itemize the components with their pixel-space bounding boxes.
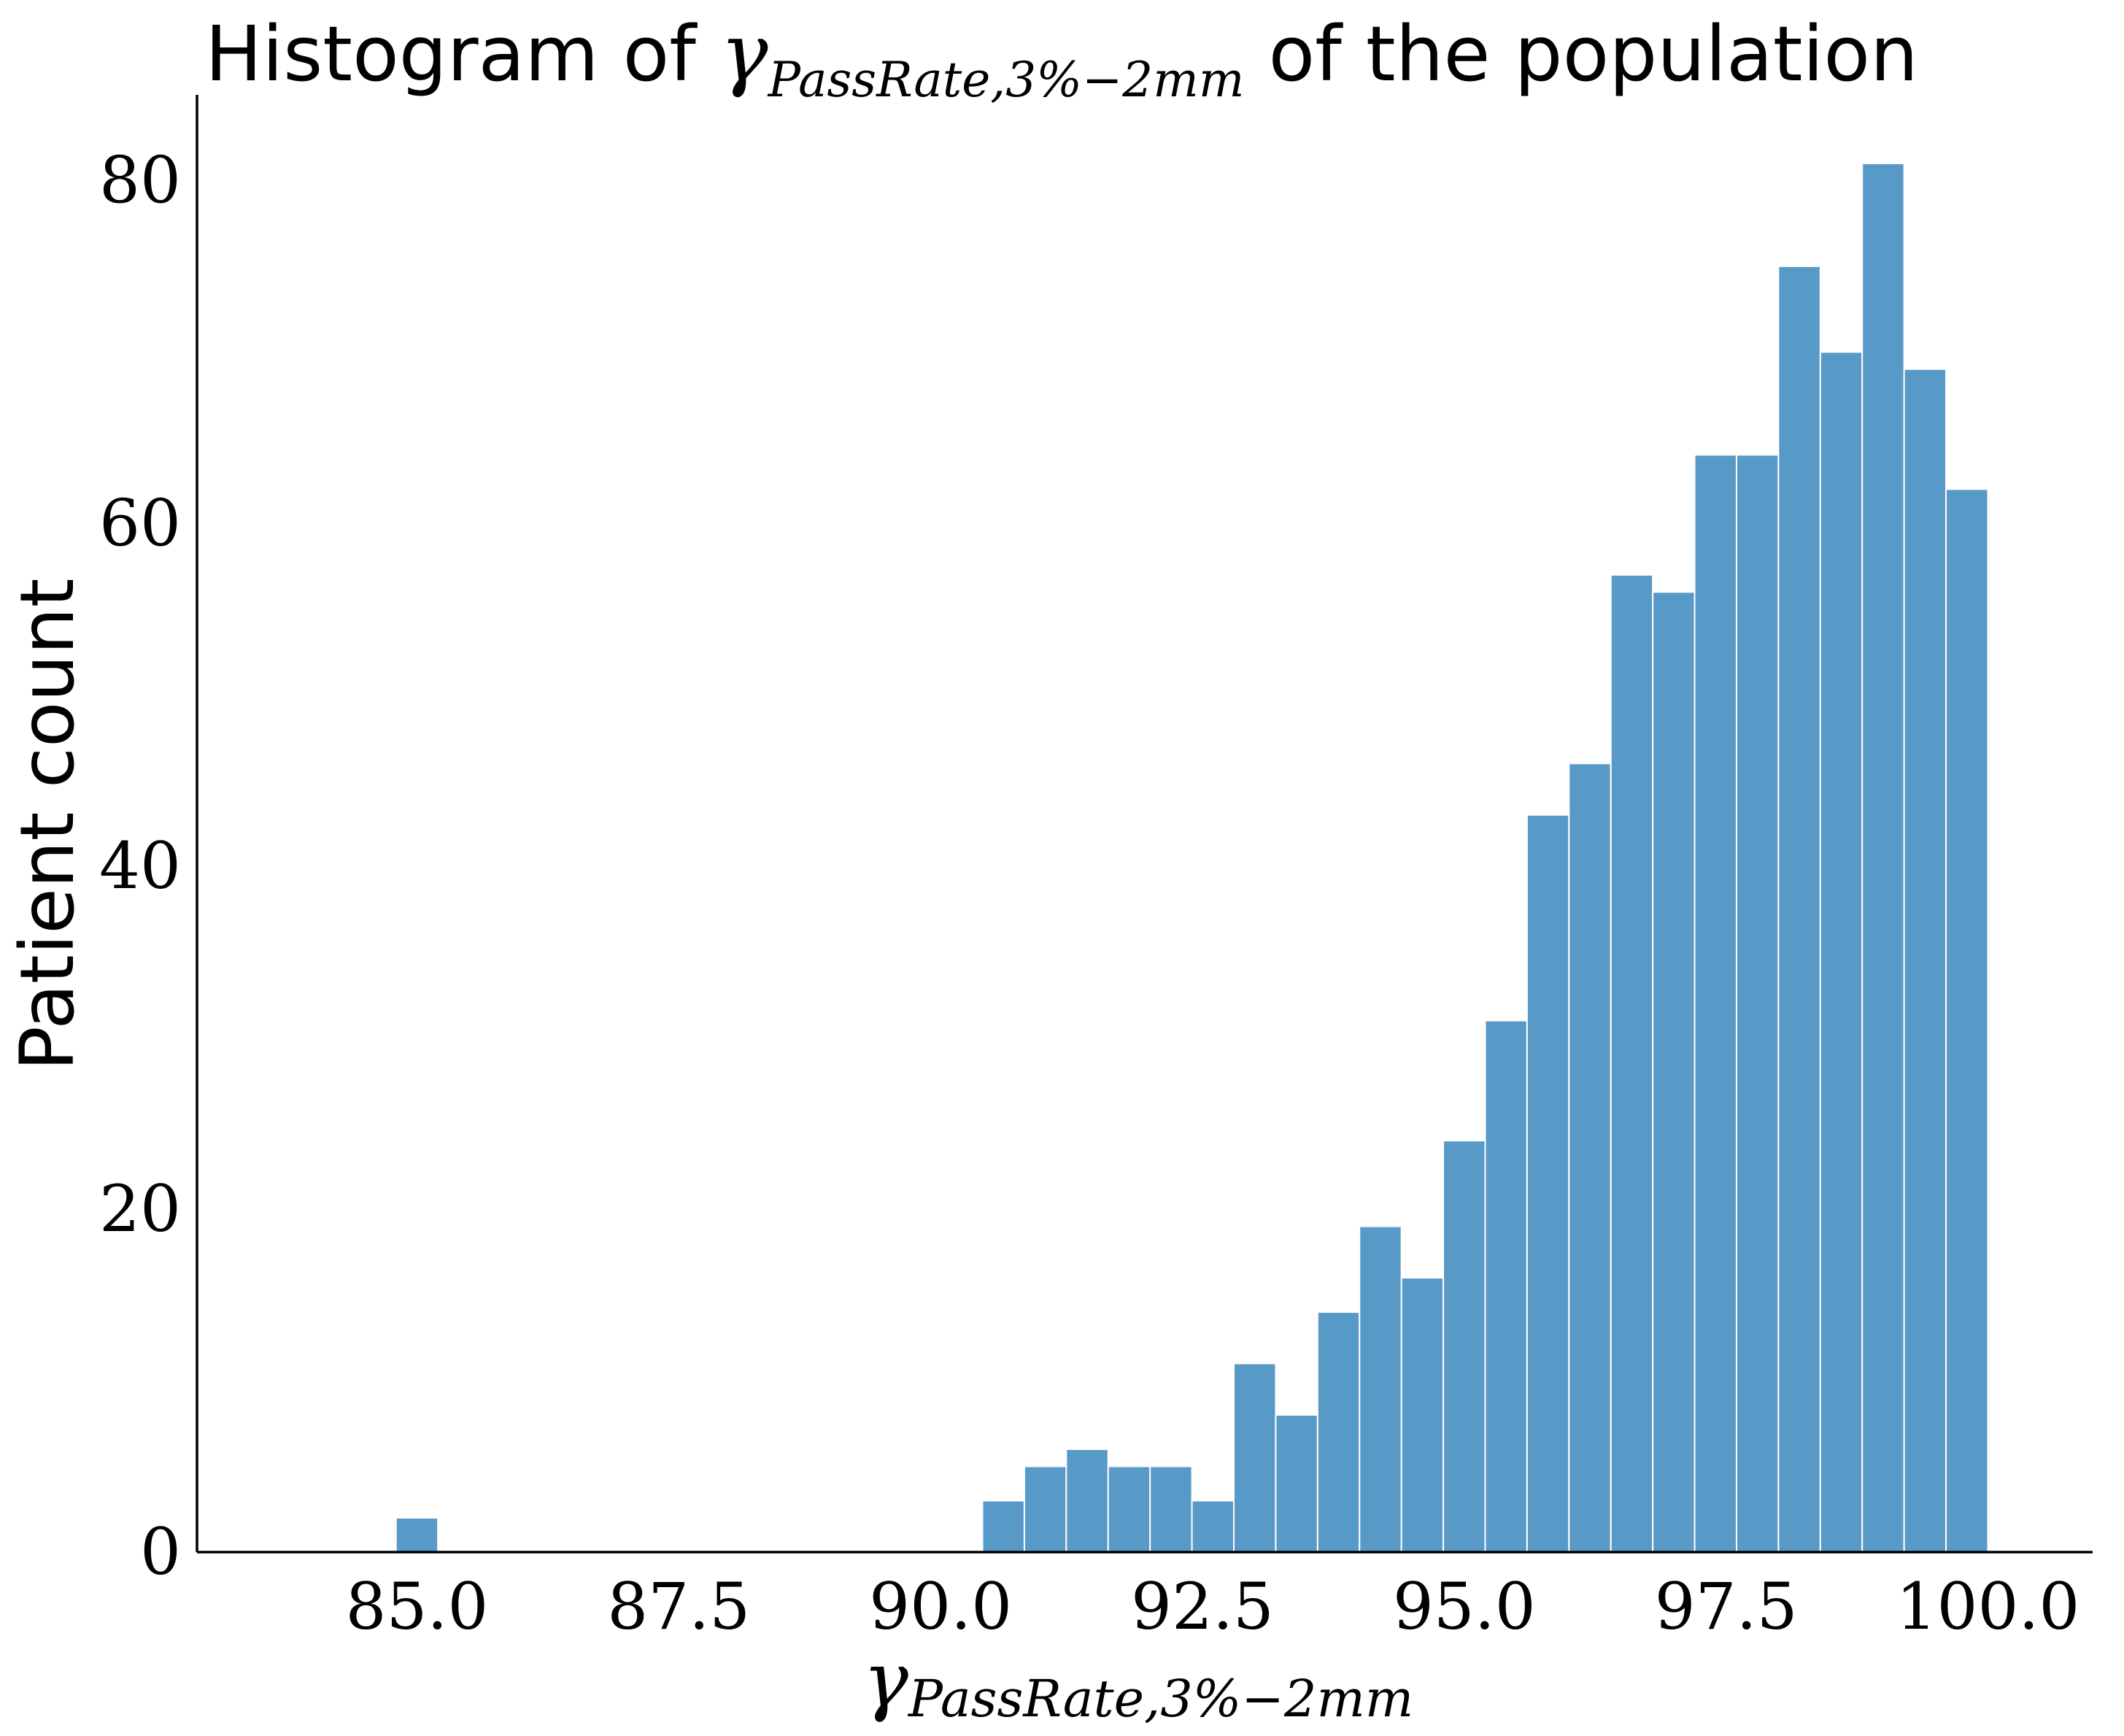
histogram-bar xyxy=(1819,351,1864,1554)
y-axis-label: Patient count xyxy=(4,578,91,1070)
histogram-bar xyxy=(1065,1448,1109,1553)
chart-title-symbol: γ xyxy=(720,6,768,99)
x-tick-label: 92.5 xyxy=(1131,1569,1274,1644)
histogram-bar xyxy=(1735,454,1780,1553)
histogram-bar xyxy=(1316,1311,1361,1554)
x-tick-label: 90.0 xyxy=(869,1569,1012,1644)
histogram-bar xyxy=(981,1500,1025,1553)
x-axis-label: γPassRate,3%−2mm xyxy=(863,1635,1414,1729)
histogram-bar xyxy=(1484,1019,1528,1553)
histogram-bar xyxy=(1945,488,1989,1553)
histogram-bar xyxy=(1443,1140,1486,1554)
histogram-bar xyxy=(1861,162,1905,1554)
histogram-bar xyxy=(1568,763,1612,1553)
histogram-bar xyxy=(1233,1362,1277,1553)
x-tick-labels: 85.0 87.5 90.0 92.5 95.0 97.5 100.0 xyxy=(345,1569,2079,1644)
y-tick-label: 0 xyxy=(140,1514,181,1589)
chart-title: Histogram of γPassRate,3%−2mm of the pop… xyxy=(205,6,1918,108)
y-tick-label: 20 xyxy=(99,1171,181,1246)
histogram-bar xyxy=(1191,1500,1235,1553)
x-tick-label: 97.5 xyxy=(1655,1569,1798,1644)
histogram-bars xyxy=(395,162,1989,1554)
y-tick-label: 40 xyxy=(99,828,181,903)
histogram-bar xyxy=(1400,1277,1445,1553)
y-tick-label: 80 xyxy=(99,142,181,217)
chart-title-subscript: PassRate,3%−2mm xyxy=(768,52,1245,108)
chart-title-suffix: of the population xyxy=(1244,9,1918,99)
x-tick-label: 100.0 xyxy=(1896,1569,2079,1644)
histogram-bar xyxy=(1107,1465,1151,1554)
histogram-bar xyxy=(1526,814,1570,1553)
histogram-bar xyxy=(1903,368,1947,1553)
chart-title-prefix: Histogram of xyxy=(205,9,720,99)
histogram-bar xyxy=(1023,1465,1067,1554)
histogram-bar xyxy=(1275,1414,1318,1554)
x-axis-label-symbol: γ xyxy=(863,1635,909,1724)
histogram-bar xyxy=(1610,574,1654,1553)
histogram-bar xyxy=(1359,1225,1402,1554)
histogram-bar xyxy=(395,1517,439,1553)
x-axis-label-subscript: PassRate,3%−2mm xyxy=(907,1669,1413,1729)
y-tick-labels: 0 20 40 60 80 xyxy=(99,142,181,1589)
y-tick-label: 60 xyxy=(99,485,181,560)
x-tick-label: 87.5 xyxy=(607,1569,750,1644)
x-tick-label: 85.0 xyxy=(345,1569,488,1644)
x-tick-label: 95.0 xyxy=(1393,1569,1536,1644)
histogram-bar xyxy=(1777,265,1821,1553)
histogram-bar xyxy=(1149,1465,1193,1554)
histogram-bar xyxy=(1694,454,1737,1553)
histogram-bar xyxy=(1652,591,1696,1553)
